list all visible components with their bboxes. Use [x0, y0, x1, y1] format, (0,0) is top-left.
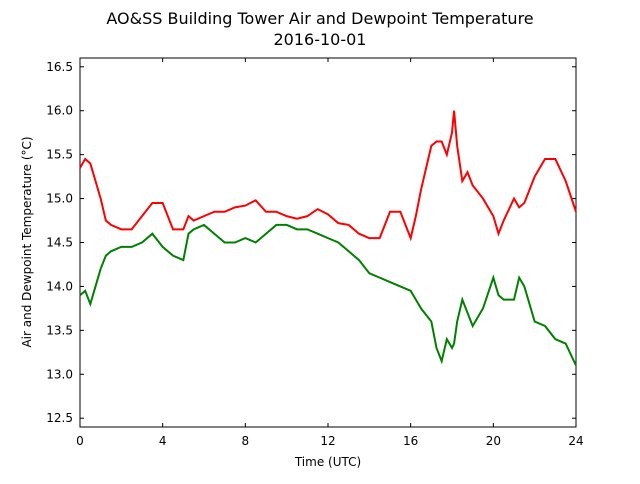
y-tick-label: 14.5	[46, 236, 73, 250]
y-tick-label: 15.5	[46, 148, 73, 162]
x-tick-label: 0	[76, 434, 84, 448]
x-axis-label: Time (UTC)	[294, 455, 361, 469]
x-tick-label: 8	[242, 434, 250, 448]
x-tick-label: 16	[403, 434, 418, 448]
x-tick-label: 20	[486, 434, 501, 448]
x-tick-label: 4	[159, 434, 167, 448]
x-tick-label: 12	[320, 434, 335, 448]
data-line	[79, 110, 577, 242]
y-tick-label: 13.0	[46, 367, 73, 381]
y-tick-label: 16.5	[46, 60, 73, 74]
x-tick-label: 24	[568, 434, 583, 448]
y-tick-label: 16.0	[46, 104, 73, 118]
chart-subtitle: 2016-10-01	[274, 30, 367, 49]
y-tick-label: 13.5	[46, 323, 73, 337]
plot-frame	[79, 57, 577, 428]
y-tick-label: 12.5	[46, 411, 73, 425]
y-axis-label: Air and Dewpoint Temperature (°C)	[20, 136, 34, 347]
y-tick-label: 15.0	[46, 192, 73, 206]
data-line	[79, 223, 577, 366]
y-tick-label: 14.0	[46, 279, 73, 293]
chart-title: AO&SS Building Tower Air and Dewpoint Te…	[106, 9, 533, 28]
